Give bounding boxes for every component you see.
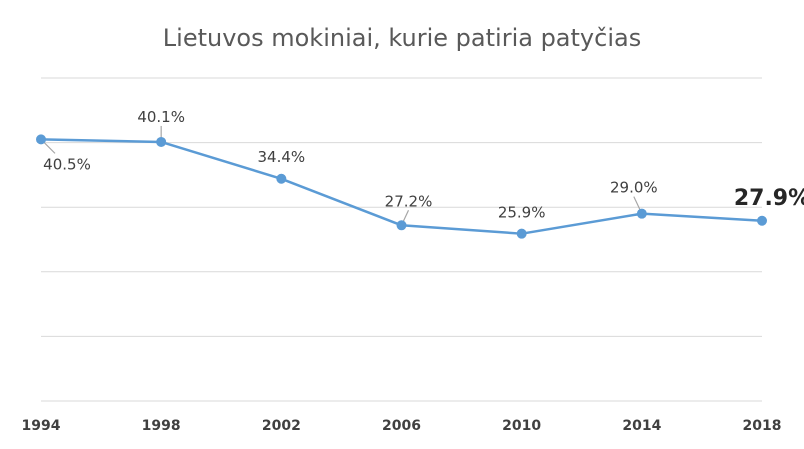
data-point-2002 (276, 173, 287, 184)
data-point-1998 (156, 136, 167, 147)
data-label-2010: 25.9% (498, 204, 546, 222)
data-points (36, 134, 767, 239)
data-point-2014 (636, 208, 647, 219)
data-label-2002: 34.4% (258, 148, 306, 166)
data-point-2006 (396, 220, 407, 231)
x-tick-1994: 1994 (22, 418, 61, 434)
x-tick-1998: 1998 (142, 418, 181, 434)
data-label-1994: 40.5% (43, 155, 91, 173)
x-tick-2014: 2014 (622, 418, 661, 434)
data-label-2006: 27.2% (385, 192, 433, 210)
data-point-1994 (36, 134, 46, 145)
gridlines (41, 77, 762, 402)
x-axis-ticks: 1994 1998 2002 2006 2010 2014 2018 (22, 418, 782, 434)
data-point-2010 (516, 228, 527, 239)
data-label-1998: 40.1% (137, 108, 185, 126)
x-tick-2006: 2006 (382, 418, 421, 434)
x-tick-2002: 2002 (262, 418, 301, 434)
chart-title: Lietuvos mokiniai, kurie patiria patyčia… (163, 24, 641, 52)
data-labels: 40.5% 40.1% 34.4% 27.2% 25.9% 29.0% 27.9% (43, 108, 804, 222)
data-label-2014: 29.0% (610, 179, 658, 197)
data-label-2018: 27.9% (734, 186, 804, 211)
x-tick-2010: 2010 (502, 418, 541, 434)
data-point-2018 (757, 215, 767, 226)
x-tick-2018: 2018 (743, 418, 782, 434)
